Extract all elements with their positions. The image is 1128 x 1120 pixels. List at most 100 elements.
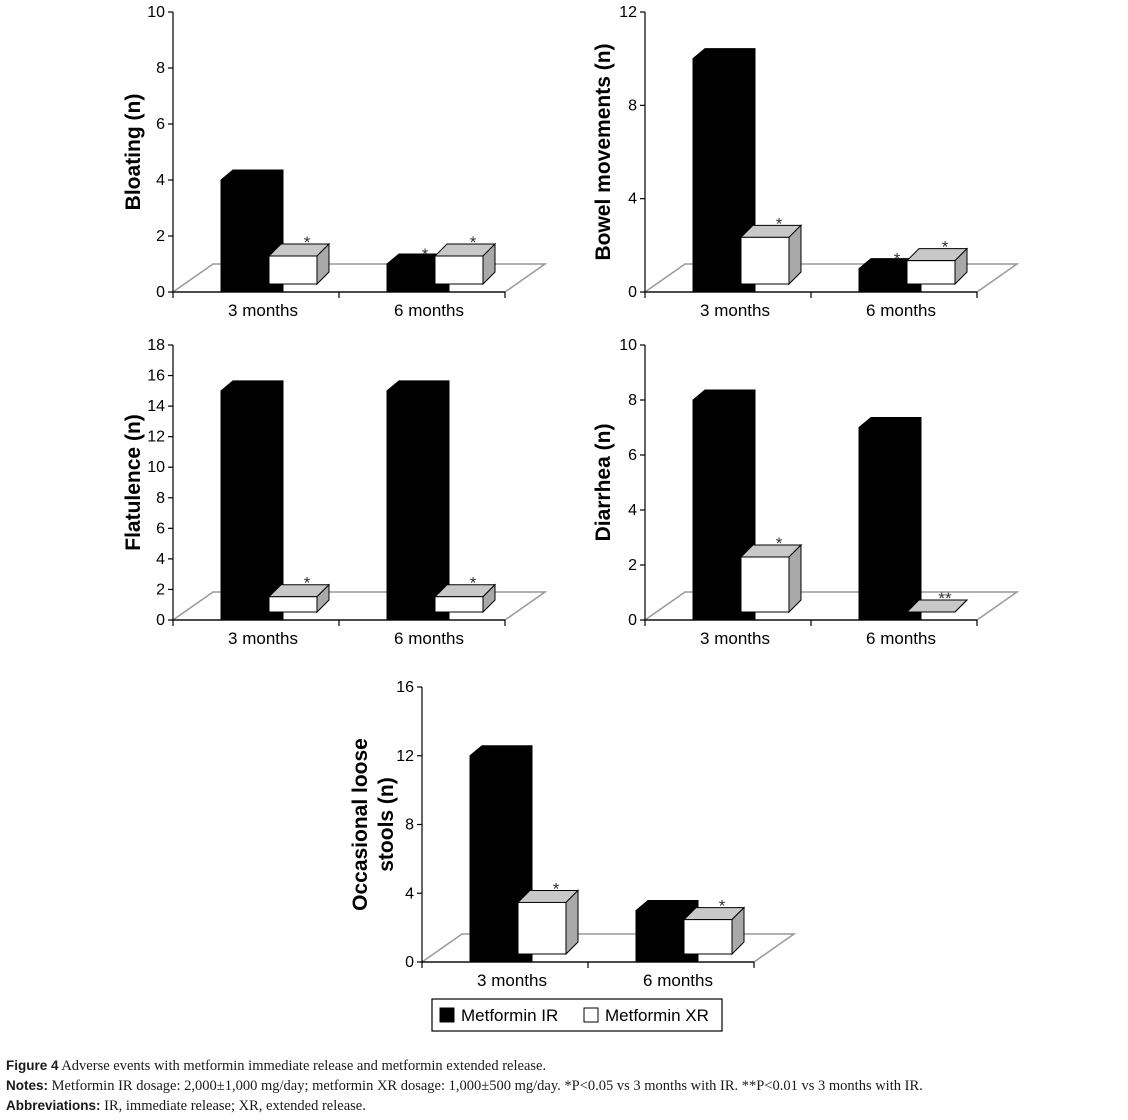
x-category-label: 6 months xyxy=(866,301,936,320)
legend-label: Metformin XR xyxy=(605,1006,709,1025)
y-axis-label-line: Diarrhea (n) xyxy=(592,424,615,542)
legend-item-metformin-xr: Metformin XR xyxy=(583,1006,709,1025)
y-tick-label: 4 xyxy=(628,191,637,208)
y-axis-label: Bowel movements (n) xyxy=(592,43,615,260)
legend-swatch xyxy=(439,1007,455,1023)
bar-front-face xyxy=(517,901,567,955)
significance-marker: * xyxy=(304,233,311,252)
y-tick-label: 12 xyxy=(147,429,165,446)
bar-metformin-xr-3-months: * xyxy=(739,534,803,614)
significance-marker: * xyxy=(942,238,949,257)
bar-body xyxy=(692,48,756,293)
bar-front-face xyxy=(434,255,484,285)
x-category-label: 6 months xyxy=(394,629,464,648)
bar-front-face xyxy=(268,596,318,613)
bar-side-face xyxy=(565,889,579,956)
bar-front-face xyxy=(268,255,318,285)
bar-metformin-xr-6-months: ** xyxy=(905,589,969,613)
y-tick-label: 4 xyxy=(628,502,637,519)
x-category-label: 3 months xyxy=(477,971,547,990)
y-tick-label: 12 xyxy=(619,4,637,21)
y-tick-label: 6 xyxy=(628,447,637,464)
y-axis-label-line: stools (n) xyxy=(375,777,398,872)
y-tick-label: 14 xyxy=(147,398,165,415)
y-tick-label: 16 xyxy=(396,679,414,696)
bar-metformin-xr-6-months: * xyxy=(433,233,497,286)
y-axis-label: Occasional loose stools (n) xyxy=(349,738,398,911)
significance-marker: * xyxy=(422,245,429,264)
bar-metformin-ir-3-months xyxy=(692,389,756,621)
chart-diarrhea-n: 0 2 4 6 8 10 Diarrhea (n) * 3 months ** 6 months xyxy=(592,337,1020,648)
caption-notes: Notes: Metformin IR dosage: 2,000±1,000 … xyxy=(6,1076,1122,1096)
bar-metformin-ir-3-months xyxy=(469,745,533,963)
bar-body xyxy=(635,899,699,963)
significance-marker: * xyxy=(719,897,726,916)
bar-metformin-ir-6-months: * xyxy=(858,250,922,293)
significance-marker: * xyxy=(470,574,477,593)
bar-front-face xyxy=(740,556,790,613)
y-axis-label: Diarrhea (n) xyxy=(592,424,615,542)
bar-metformin-ir-3-months xyxy=(220,169,284,293)
bar-metformin-ir-3-months xyxy=(692,48,756,293)
bar-metformin-ir-3-months xyxy=(220,380,284,621)
x-category-label: 6 months xyxy=(394,301,464,320)
y-tick-label: 4 xyxy=(156,172,165,189)
legend: Metformin IR Metformin XR xyxy=(431,998,723,1032)
y-axis-label-line: Flatulence (n) xyxy=(122,414,145,551)
significance-marker: * xyxy=(553,879,560,898)
bar-body xyxy=(386,253,450,293)
y-tick-label: 6 xyxy=(156,520,165,537)
y-tick-label: 12 xyxy=(396,748,414,765)
x-category-label: 3 months xyxy=(700,301,770,320)
y-tick-label: 2 xyxy=(156,581,165,598)
caption-title: Figure 4 Adverse events with metformin i… xyxy=(6,1056,1122,1076)
bar-metformin-ir-6-months: * xyxy=(386,245,450,293)
y-axis-label-line: Bowel movements (n) xyxy=(592,43,615,260)
legend-label: Metformin IR xyxy=(461,1006,558,1025)
y-axis-label: Flatulence (n) xyxy=(122,414,145,551)
bar-metformin-xr-3-months: * xyxy=(516,879,580,956)
bar-side-face xyxy=(954,599,968,613)
chart-flatulence-n: 0 2 4 6 8 10 12 14 16 18 Flatulence (n) * 3 months * 6… xyxy=(122,337,548,648)
significance-marker: * xyxy=(304,574,311,593)
bar-metformin-xr-3-months: * xyxy=(267,574,331,614)
chart-occasional-loose-stools-n: 0 4 8 12 16 Occasional loose stools (n) * 3 mont… xyxy=(349,679,797,990)
bar-metformin-xr-6-months: * xyxy=(905,238,969,286)
bar-body xyxy=(220,380,284,621)
bar-metformin-ir-6-months xyxy=(386,380,450,621)
abbreviations-text: IR, immediate release; XR, extended rele… xyxy=(100,1098,366,1114)
y-tick-label: 6 xyxy=(156,116,165,133)
y-tick-label: 4 xyxy=(405,885,414,902)
legend-item-metformin-ir: Metformin IR xyxy=(439,1006,558,1025)
y-tick-label: 16 xyxy=(147,368,165,385)
bar-body xyxy=(386,380,450,621)
significance-marker: * xyxy=(776,214,783,233)
y-tick-label: 0 xyxy=(156,612,165,629)
legend-box xyxy=(431,998,723,1032)
bar-body xyxy=(469,745,533,963)
y-tick-label: 8 xyxy=(156,60,165,77)
significance-marker: * xyxy=(894,250,901,269)
legend-swatch xyxy=(583,1007,599,1023)
y-tick-label: 8 xyxy=(628,97,637,114)
y-tick-label: 10 xyxy=(147,4,165,21)
x-category-label: 6 months xyxy=(643,971,713,990)
significance-marker: * xyxy=(470,233,477,252)
y-tick-label: 8 xyxy=(405,817,414,834)
y-tick-label: 2 xyxy=(156,228,165,245)
chart-bloating-n: 0 2 4 6 8 10 Bloating (n) * 3 months * * 6 months xyxy=(122,4,548,320)
bar-metformin-ir-6-months xyxy=(635,899,699,963)
abbreviations-label: Abbreviations: xyxy=(6,1098,101,1113)
bar-metformin-xr-6-months: * xyxy=(682,897,746,956)
bar-body xyxy=(858,258,922,293)
y-axis-label-line: Occasional loose xyxy=(349,738,372,911)
bar-body xyxy=(220,169,284,293)
bar-front-face xyxy=(740,236,790,285)
figure-label: Figure 4 xyxy=(6,1058,59,1073)
significance-marker: ** xyxy=(938,589,952,608)
x-category-label: 3 months xyxy=(700,629,770,648)
x-category-label: 3 months xyxy=(228,629,298,648)
y-tick-label: 2 xyxy=(628,557,637,574)
y-tick-label: 8 xyxy=(156,490,165,507)
